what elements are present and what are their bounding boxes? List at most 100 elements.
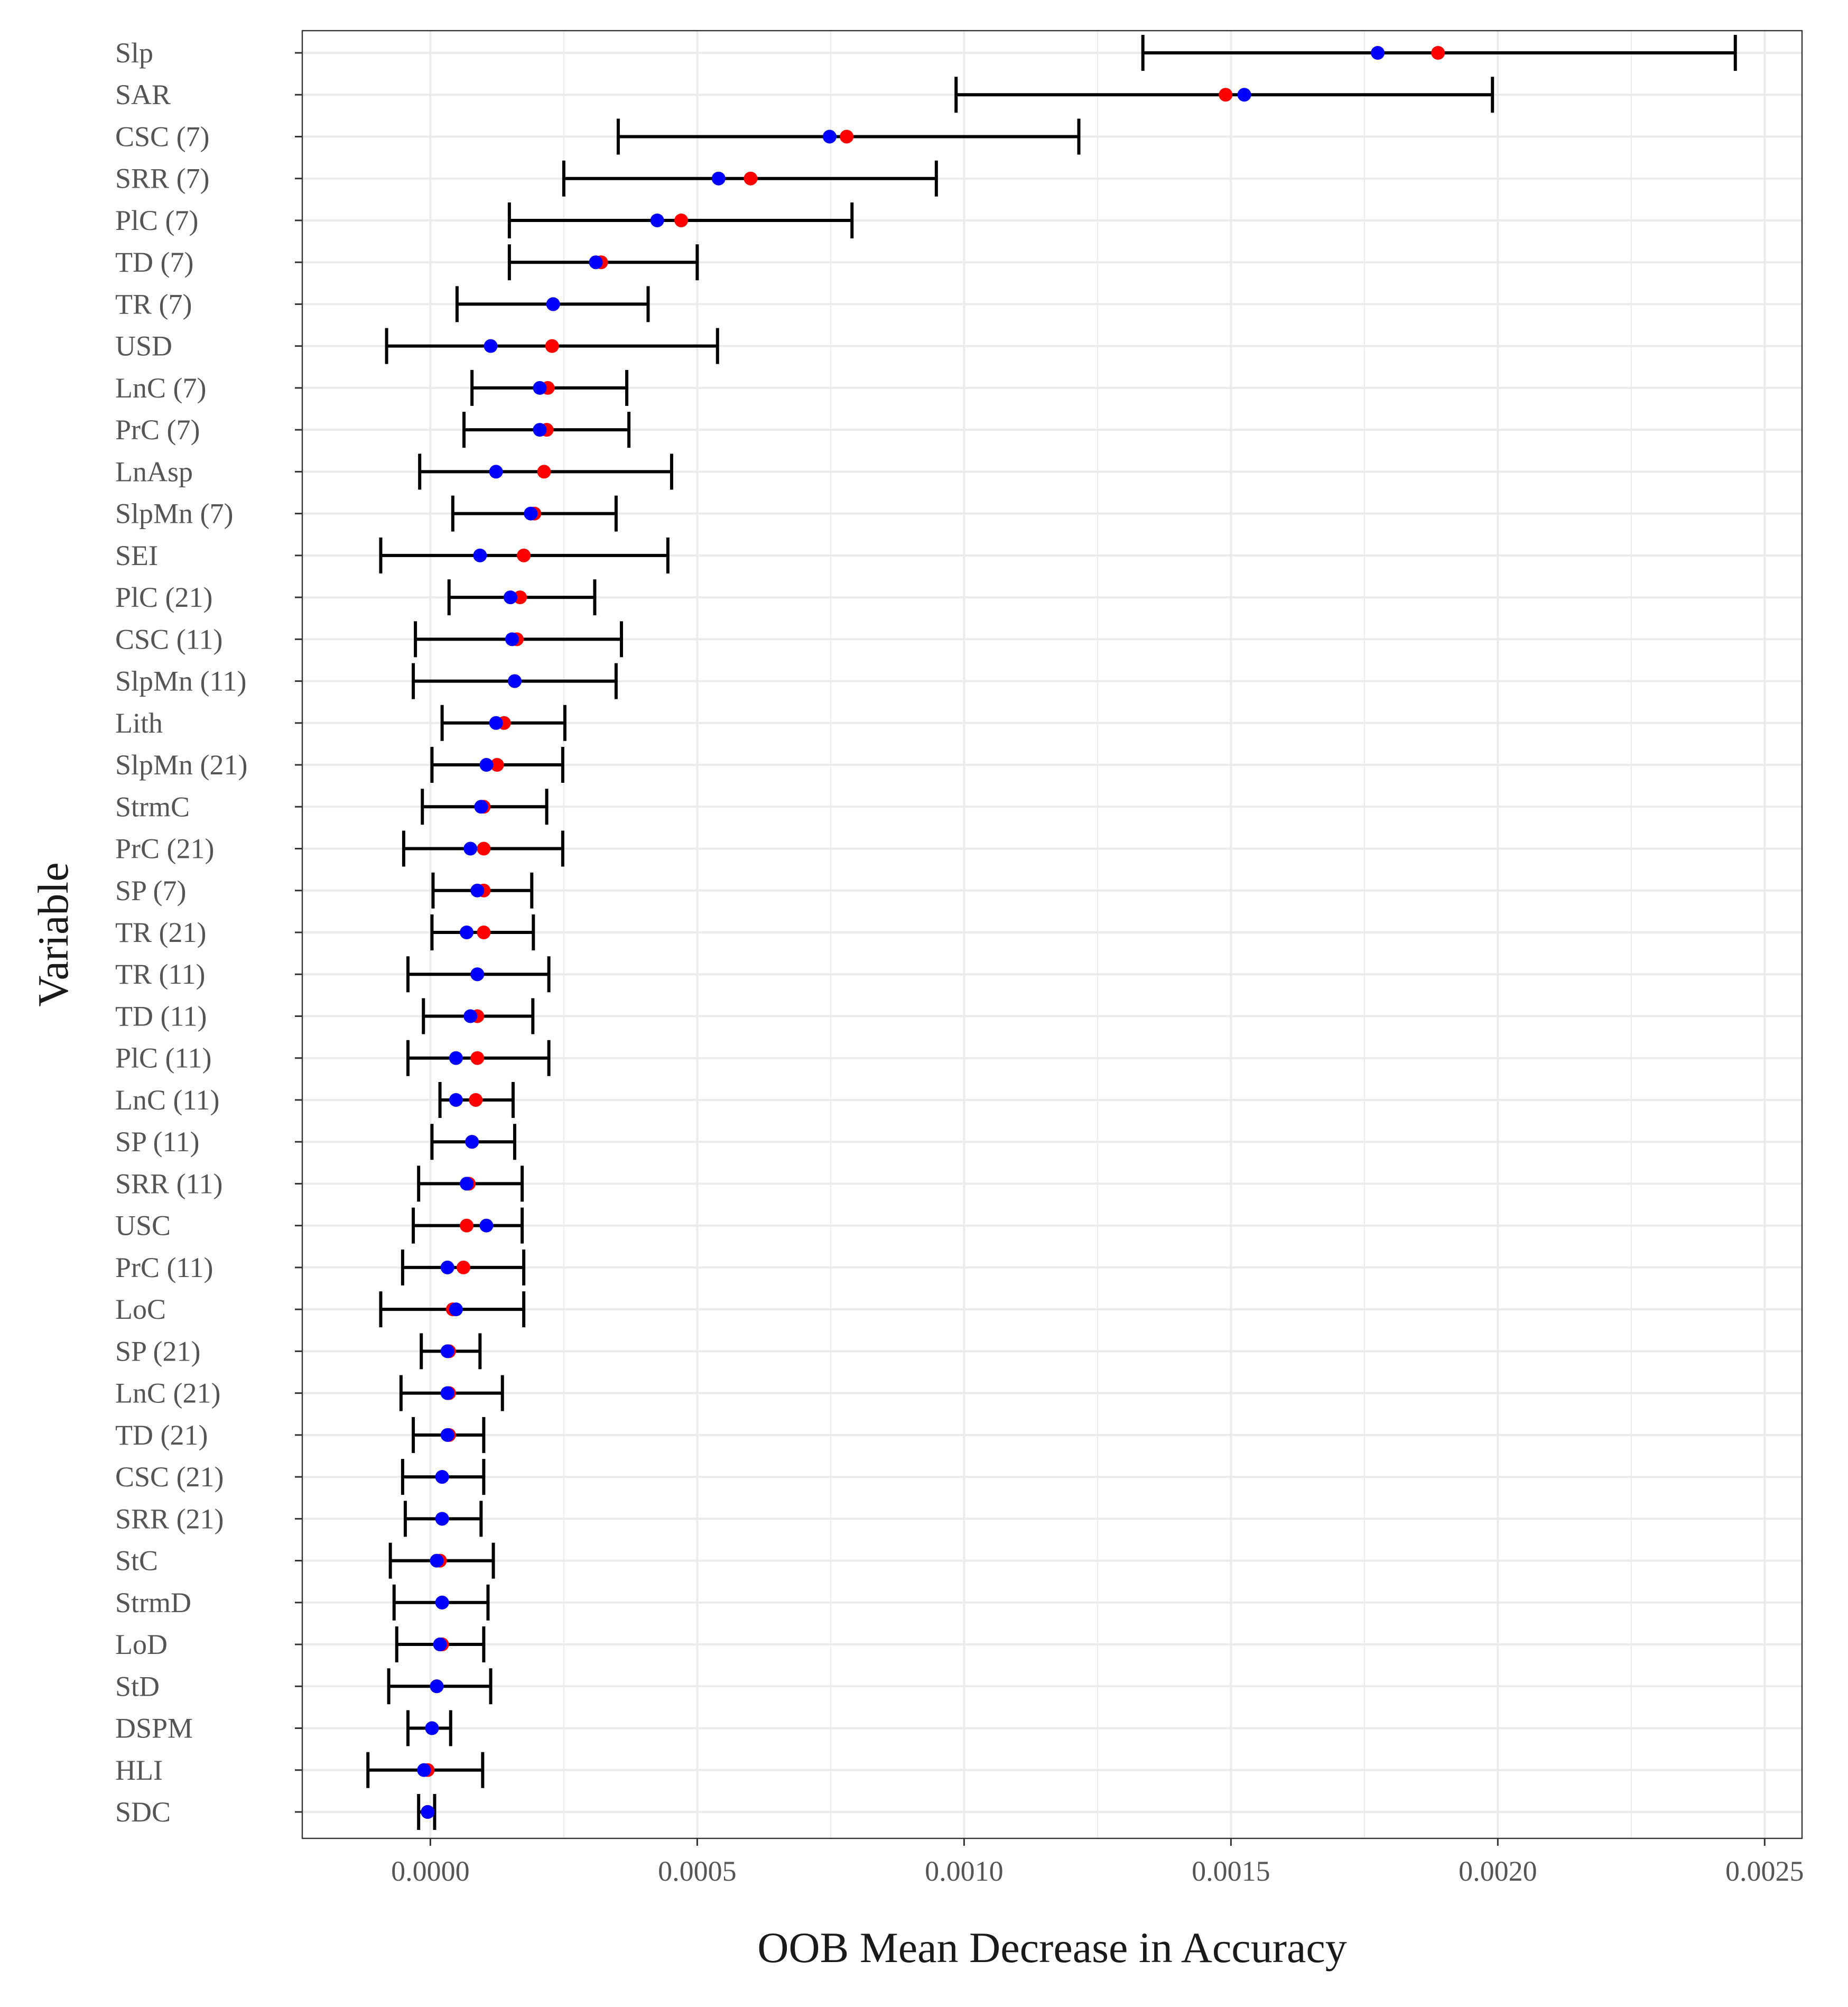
y-tick-label: PlC (21): [115, 581, 213, 613]
x-tick-label: 0.0000: [391, 1855, 470, 1887]
red-point: [674, 213, 689, 227]
blue-point: [417, 1763, 431, 1777]
blue-point: [449, 1051, 463, 1065]
blue-point: [435, 1512, 449, 1526]
blue-point: [440, 1260, 454, 1274]
blue-point: [479, 758, 494, 772]
y-axis-ticks: [295, 52, 302, 1813]
y-tick-label: SlpMn (21): [115, 749, 248, 781]
blue-point: [473, 548, 487, 562]
y-tick-label: DSPM: [115, 1713, 193, 1744]
blue-point: [430, 1679, 444, 1694]
minor-gridlines: [563, 31, 1632, 1838]
x-tick-label: 0.0020: [1459, 1855, 1537, 1887]
y-tick-label: SlpMn (11): [115, 665, 247, 697]
x-tick-label: 0.0005: [658, 1855, 737, 1887]
plot-panel-border: [301, 30, 1803, 1839]
blue-point: [430, 1553, 444, 1568]
y-tick-label: StrmD: [115, 1587, 191, 1618]
y-tick-label: SlpMn (7): [115, 498, 234, 530]
blue-point: [449, 1093, 463, 1107]
blue-point: [440, 1428, 454, 1442]
red-point: [477, 841, 491, 856]
y-tick-label: HLI: [115, 1754, 163, 1786]
red-point: [517, 548, 531, 562]
red-point: [744, 171, 758, 186]
blue-point: [546, 297, 560, 311]
blue-point: [463, 841, 478, 856]
red-point: [490, 758, 504, 772]
blue-point: [650, 213, 664, 227]
blue-point: [449, 1302, 463, 1317]
blue-point: [533, 381, 547, 395]
y-tick-label: StC: [115, 1545, 158, 1577]
blue-point: [479, 1218, 494, 1233]
blue-point: [474, 800, 488, 814]
y-tick-label: StrmC: [115, 791, 190, 822]
red-point: [470, 1051, 485, 1065]
y-tick-label: CSC (21): [115, 1461, 224, 1493]
blue-point: [524, 506, 538, 521]
blue-point: [489, 716, 503, 730]
y-tick-label: TD (7): [115, 246, 193, 278]
y-axis-title: Variable: [29, 862, 77, 1006]
blue-point: [463, 1009, 478, 1023]
y-tick-label: LnAsp: [115, 456, 193, 487]
blue-point: [440, 1386, 454, 1400]
blue-point: [489, 465, 503, 479]
red-point: [840, 130, 854, 144]
y-tick-label: SP (21): [115, 1335, 201, 1367]
y-tick-label: Slp: [115, 37, 153, 69]
y-tick-label: Lith: [115, 707, 163, 739]
y-tick-label: PlC (7): [115, 205, 199, 236]
red-point: [457, 1260, 471, 1274]
y-tick-label: TR (11): [115, 958, 205, 990]
blue-point: [589, 255, 603, 270]
blue-point: [711, 171, 726, 186]
red-point: [477, 926, 491, 939]
x-tick-label: 0.0010: [925, 1855, 1004, 1887]
y-tick-label: TD (21): [115, 1419, 208, 1451]
blue-point: [503, 590, 517, 605]
red-point: [1431, 46, 1445, 60]
y-tick-label: USC: [115, 1210, 171, 1242]
major-gridlines: [302, 31, 1802, 1838]
y-tick-label: USD: [115, 330, 172, 362]
blue-point: [1237, 88, 1251, 102]
blue-point: [470, 883, 485, 898]
y-tick-label: StD: [115, 1670, 160, 1702]
blue-point: [460, 926, 474, 939]
y-tick-label: PrC (7): [115, 414, 200, 446]
y-tick-label: CSC (7): [115, 121, 210, 152]
y-tick-label: SEI: [115, 540, 158, 571]
y-tick-label: LnC (7): [115, 372, 206, 404]
y-axis-tick-labels: Slp SAR CSC (7) SRR (7) PlC (7) TD (7) TR (7) U…: [115, 37, 248, 1828]
blue-point: [505, 632, 519, 646]
blue-point: [440, 1344, 454, 1358]
blue-point: [507, 674, 522, 688]
blue-point: [425, 1721, 439, 1735]
y-tick-label: SRR (11): [115, 1168, 223, 1199]
blue-point: [433, 1638, 447, 1652]
x-tick-label: 0.0025: [1725, 1855, 1804, 1887]
y-tick-label: LnC (11): [115, 1084, 219, 1116]
y-tick-label: SDC: [115, 1796, 171, 1828]
y-tick-label: CSC (11): [115, 623, 223, 655]
x-axis-title: OOB Mean Decrease in Accuracy: [757, 1923, 1347, 1972]
red-point: [513, 590, 527, 605]
blue-point: [533, 423, 547, 437]
blue-point: [421, 1805, 435, 1819]
y-tick-label: SRR (7): [115, 163, 210, 195]
blue-point: [460, 1177, 474, 1191]
red-point: [460, 1218, 474, 1233]
y-tick-label: PlC (11): [115, 1042, 212, 1074]
blue-point: [435, 1595, 449, 1610]
y-tick-label: SP (7): [115, 875, 187, 907]
blue-point: [465, 1135, 479, 1149]
blue-point: [1371, 46, 1385, 60]
blue-point: [822, 130, 837, 144]
x-axis-tick-labels: 0.0000 0.0005 0.0010 0.0015 0.0020 0.0025: [391, 1855, 1804, 1887]
y-tick-label: LoD: [115, 1629, 168, 1660]
y-tick-label: LnC (21): [115, 1377, 220, 1409]
